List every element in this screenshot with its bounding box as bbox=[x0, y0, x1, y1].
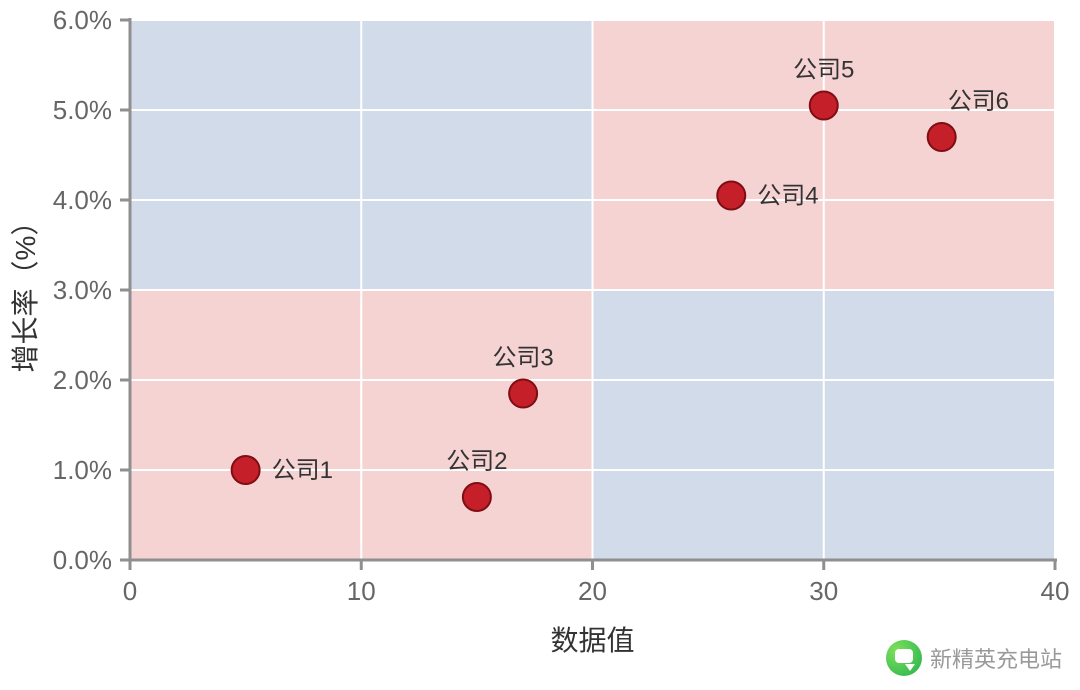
x-tick-label: 0 bbox=[123, 576, 137, 606]
y-axis-title: 增长率（%） bbox=[10, 208, 41, 373]
y-tick-label: 3.0% bbox=[53, 275, 112, 305]
data-point-label: 公司4 bbox=[757, 183, 818, 210]
chart-svg: 0 10 20 30 40 0.0% 1.0% 2.0% 3.0% 4.0% 5.0% 6.0% 数据值… bbox=[0, 0, 1080, 690]
y-tick-label: 6.0% bbox=[53, 5, 112, 35]
y-tick-label: 5.0% bbox=[53, 95, 112, 125]
data-point bbox=[463, 483, 491, 511]
data-point bbox=[717, 182, 745, 210]
wechat-icon bbox=[886, 640, 922, 676]
watermark: 新精英充电站 bbox=[886, 640, 1062, 676]
scatter-quadrant-chart: 0 10 20 30 40 0.0% 1.0% 2.0% 3.0% 4.0% 5.0% 6.0% 数据值… bbox=[0, 0, 1080, 690]
y-tick-label: 1.0% bbox=[53, 455, 112, 485]
y-tick-label: 4.0% bbox=[53, 185, 112, 215]
data-point-label: 公司2 bbox=[446, 448, 507, 475]
data-point bbox=[928, 123, 956, 151]
y-tick-label: 0.0% bbox=[53, 545, 112, 575]
data-point-label: 公司3 bbox=[492, 345, 553, 372]
data-point bbox=[232, 456, 260, 484]
data-point-label: 公司6 bbox=[948, 88, 1009, 115]
data-point bbox=[509, 380, 537, 408]
data-point-label: 公司1 bbox=[272, 457, 333, 484]
x-tick-label: 10 bbox=[347, 576, 376, 606]
x-tick-label: 20 bbox=[578, 576, 607, 606]
y-tick-label: 2.0% bbox=[53, 365, 112, 395]
x-tick-label: 40 bbox=[1041, 576, 1070, 606]
data-point-label: 公司5 bbox=[793, 57, 854, 84]
x-tick-label: 30 bbox=[809, 576, 838, 606]
data-point bbox=[810, 92, 838, 120]
x-axis-title: 数据值 bbox=[550, 625, 634, 656]
watermark-text: 新精英充电站 bbox=[930, 642, 1062, 674]
